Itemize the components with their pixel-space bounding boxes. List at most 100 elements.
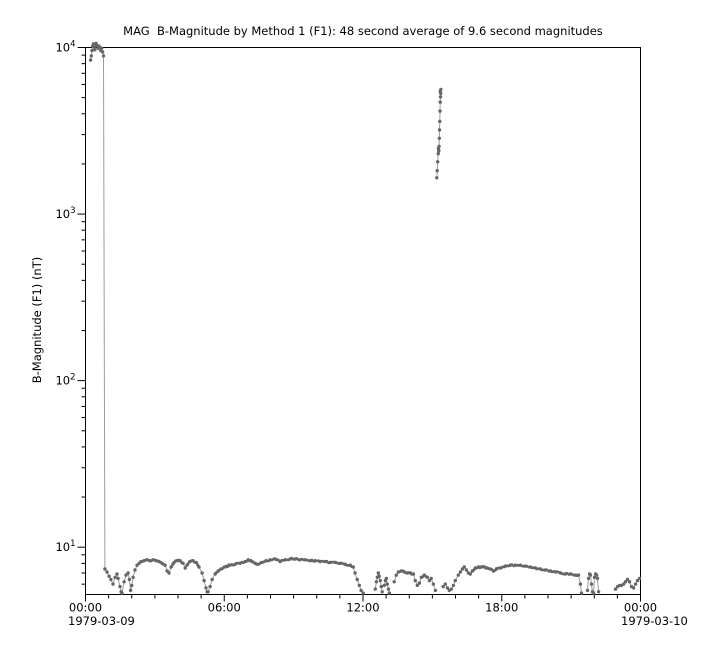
data-point xyxy=(441,584,445,589)
data-point xyxy=(206,590,210,594)
data-point xyxy=(128,588,133,593)
data-point xyxy=(348,563,352,567)
data-point xyxy=(118,584,122,589)
data-point xyxy=(482,565,487,569)
data-point xyxy=(273,557,277,561)
data-point xyxy=(328,560,332,565)
x-tick-label: 06:00 xyxy=(208,601,241,615)
series-line xyxy=(90,41,364,595)
data-point xyxy=(107,574,111,578)
data-point xyxy=(188,559,192,564)
data-point xyxy=(139,559,143,564)
data-point xyxy=(456,573,460,577)
data-point xyxy=(216,569,220,573)
data-point xyxy=(422,573,426,577)
data-point xyxy=(219,567,223,571)
data-point xyxy=(88,58,93,62)
data-point xyxy=(563,572,567,576)
data-point xyxy=(387,591,392,595)
data-point xyxy=(468,572,472,576)
data-point xyxy=(124,573,128,577)
data-point xyxy=(491,569,496,573)
data-point xyxy=(133,568,137,572)
data-point xyxy=(408,571,413,575)
data-point xyxy=(126,571,130,575)
data-point xyxy=(361,591,365,595)
data-point xyxy=(473,566,478,570)
data-point xyxy=(333,560,337,565)
data-point xyxy=(586,576,591,581)
data-point xyxy=(115,572,119,576)
data-point xyxy=(246,558,250,562)
data-point xyxy=(627,580,632,584)
data-point xyxy=(376,571,380,575)
data-point xyxy=(588,573,593,577)
data-point xyxy=(93,48,97,52)
data-point xyxy=(116,576,120,581)
data-point xyxy=(213,572,217,576)
data-point xyxy=(131,575,135,579)
data-point xyxy=(585,588,590,593)
data-point xyxy=(488,567,493,571)
data-point xyxy=(543,568,548,572)
data-point xyxy=(592,575,597,579)
x-tick-label: 00:00 xyxy=(624,601,657,615)
plot-frame xyxy=(85,47,641,595)
data-point xyxy=(109,577,113,582)
data-point xyxy=(479,565,484,569)
data-point xyxy=(437,149,441,153)
data-point xyxy=(238,561,242,565)
data-point xyxy=(89,54,94,58)
data-point xyxy=(396,570,401,574)
data-point xyxy=(485,566,490,570)
data-point xyxy=(449,587,453,591)
data-point xyxy=(437,144,441,148)
data-point xyxy=(233,562,237,566)
data-point xyxy=(429,576,433,581)
data-point xyxy=(443,582,447,586)
y-tick-label: 103 xyxy=(55,206,75,221)
data-point xyxy=(318,559,322,564)
data-point xyxy=(523,564,527,568)
data-point xyxy=(278,559,282,564)
data-point xyxy=(613,587,618,591)
data-point xyxy=(476,565,481,569)
data-point xyxy=(380,590,384,594)
x-tick-label: 12:00 xyxy=(346,601,379,615)
data-point xyxy=(103,567,107,571)
data-point xyxy=(100,46,104,50)
data-point xyxy=(405,571,410,575)
data-point xyxy=(202,578,206,583)
data-point xyxy=(438,119,442,124)
data-point xyxy=(431,582,435,586)
data-point xyxy=(175,559,179,563)
data-point xyxy=(204,586,208,590)
data-point xyxy=(451,583,456,588)
data-point xyxy=(623,580,628,584)
data-point xyxy=(308,559,312,563)
data-point xyxy=(130,583,134,588)
data-point xyxy=(313,559,317,563)
data-point xyxy=(436,160,440,164)
data-point xyxy=(394,573,398,577)
data-point xyxy=(518,563,523,567)
data-point xyxy=(185,563,189,567)
data-point xyxy=(384,576,389,581)
data-point xyxy=(268,558,272,562)
data-point xyxy=(127,577,132,582)
data-point xyxy=(594,573,599,577)
data-point xyxy=(494,567,499,571)
data-point xyxy=(402,570,407,574)
data-point xyxy=(353,571,357,575)
data-point xyxy=(194,560,198,565)
data-point xyxy=(568,572,573,576)
data-point xyxy=(256,562,260,566)
data-point xyxy=(210,577,214,582)
data-point xyxy=(142,559,146,563)
data-point xyxy=(382,583,386,588)
data-point xyxy=(595,576,600,581)
x-axis-ticks: 00:00 06:00 12:00 18:00 00:00 xyxy=(69,594,657,615)
data-point xyxy=(578,582,583,586)
